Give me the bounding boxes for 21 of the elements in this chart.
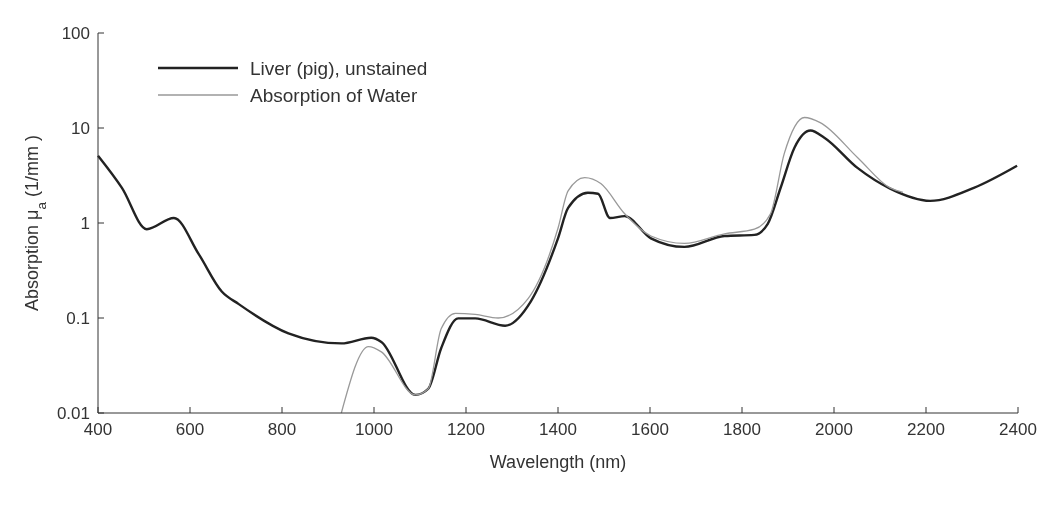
- line-series: [340, 116, 904, 414]
- y-tick-label: 0.1: [66, 308, 90, 328]
- legend-label: Absorption of Water: [250, 84, 418, 106]
- legend-label: Liver (pig), unstained: [250, 57, 428, 79]
- x-tick-label: 1200: [447, 420, 485, 439]
- y-tick-label: 1: [80, 213, 90, 233]
- y-tick-label: 0.01: [56, 403, 90, 423]
- line-series: [96, 129, 1019, 397]
- x-tick-label: 1000: [355, 420, 393, 439]
- y-tick-label: 10: [71, 118, 90, 138]
- x-tick-label: 2000: [815, 420, 853, 439]
- x-tick-label: 600: [175, 420, 205, 439]
- x-axis-title: Wavelength (nm): [489, 452, 627, 472]
- x-tick-label: 1600: [631, 420, 669, 439]
- x-tick-label: 2200: [907, 420, 945, 439]
- x-tick-label: 400: [83, 420, 113, 439]
- x-tick-label: 800: [267, 420, 297, 439]
- y-tick-label: 100: [61, 23, 90, 43]
- x-tick-label: 2400: [999, 420, 1037, 439]
- x-tick-label: 1400: [539, 420, 577, 439]
- x-tick-label: 1800: [723, 420, 761, 439]
